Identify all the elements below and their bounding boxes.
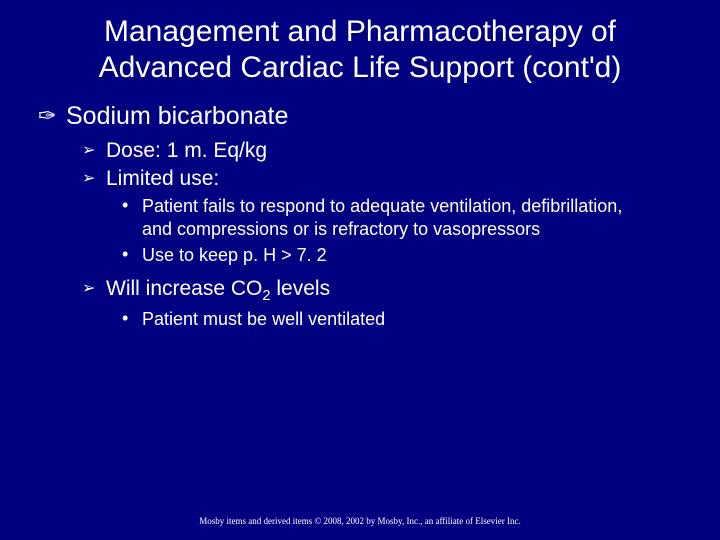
bullet-level2-limited: ➢ Limited use:	[82, 167, 682, 191]
level2-text: Limited use:	[106, 167, 219, 191]
bullet-level3-patient-fails: • Patient fails to respond to adequate v…	[122, 195, 682, 240]
bullet-level3-ventilated: • Patient must be well ventilated	[122, 308, 682, 331]
hand-writing-icon: ✑	[38, 102, 66, 131]
level2-text-co2: Will increase CO2 levels	[106, 277, 330, 304]
bullet-level2-dose: ➢ Dose: 1 m. Eq/kg	[82, 139, 682, 163]
level2-text: Dose: 1 m. Eq/kg	[106, 139, 267, 163]
level3-text: Use to keep p. H > 7. 2	[142, 244, 357, 267]
bullet-level2-co2: ➢ Will increase CO2 levels	[82, 277, 682, 304]
arrow-bullet-icon: ➢	[82, 167, 106, 191]
bullet-level3-ph: • Use to keep p. H > 7. 2	[122, 244, 682, 267]
copyright-footer: Mosby items and derived items © 2008, 20…	[0, 516, 720, 526]
slide-title: Management and Pharmacotherapy of Advanc…	[0, 0, 720, 94]
slide-content: ✑ Sodium bicarbonate ➢ Dose: 1 m. Eq/kg …	[0, 94, 720, 330]
level3-text: Patient fails to respond to adequate ven…	[142, 195, 682, 240]
arrow-bullet-icon: ➢	[82, 277, 106, 301]
dot-bullet-icon: •	[122, 195, 142, 217]
level1-text: Sodium bicarbonate	[66, 102, 288, 131]
arrow-bullet-icon: ➢	[82, 139, 106, 163]
bullet-level1-sodium: ✑ Sodium bicarbonate	[38, 102, 682, 131]
level3-text: Patient must be well ventilated	[142, 308, 415, 331]
dot-bullet-icon: •	[122, 244, 142, 266]
dot-bullet-icon: •	[122, 308, 142, 330]
